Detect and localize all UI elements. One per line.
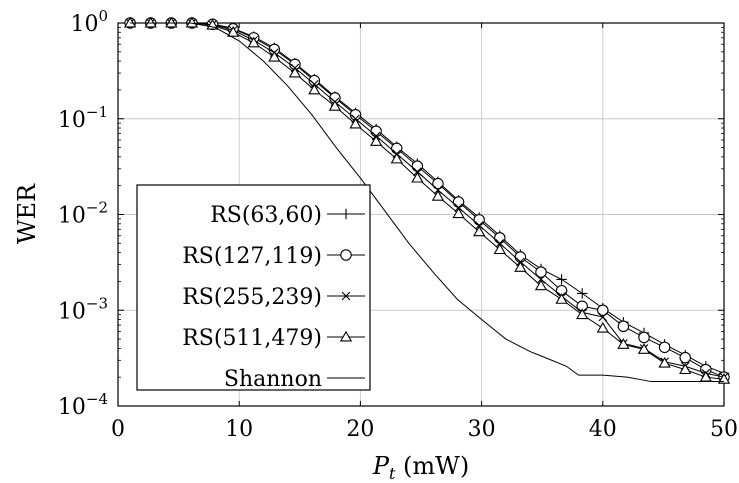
- y-tick-exponent: −2: [86, 199, 108, 217]
- triangle-marker: [411, 171, 424, 183]
- circle-marker: [535, 266, 547, 278]
- cross-marker: [598, 312, 608, 322]
- triangle-marker: [390, 152, 403, 164]
- circle-marker: [658, 341, 671, 354]
- plus-marker: [340, 208, 352, 220]
- series-group: [123, 16, 731, 384]
- x-tick-label: 0: [111, 417, 125, 442]
- circle-marker: [473, 214, 485, 226]
- y-tick-exponent: 0: [98, 7, 108, 25]
- cross-marker: [474, 221, 484, 230]
- legend-label: Shannon: [224, 367, 322, 392]
- series-line: [130, 22, 724, 383]
- triangle-marker: [308, 83, 321, 95]
- y-tick-label: 100: [70, 7, 108, 37]
- x-tick-label: 50: [710, 417, 738, 442]
- y-tick-base: 10: [58, 204, 86, 229]
- circle-marker: [411, 160, 424, 172]
- y-axis-label: WER: [13, 183, 41, 244]
- triangle-marker: [144, 16, 157, 28]
- legend-label: RS(127,119): [182, 244, 322, 269]
- triangle-marker: [576, 308, 589, 320]
- circle-marker: [391, 142, 403, 155]
- x-axis-ticks: 0 10 20 30 40 50: [111, 23, 738, 442]
- triangle-marker: [658, 356, 671, 368]
- circle-marker: [370, 125, 382, 138]
- triangle-marker: [514, 261, 527, 272]
- y-tick-label: 10−4: [58, 390, 108, 420]
- triangle-marker: [328, 99, 342, 111]
- x-axis-label-symbol: P: [372, 452, 390, 480]
- plus-marker: [556, 274, 567, 285]
- triangle-marker: [339, 330, 353, 342]
- circle-marker: [340, 249, 352, 261]
- series-rs-511-479-: [123, 16, 731, 384]
- triangle-marker: [617, 338, 630, 349]
- triangle-marker: [288, 66, 302, 78]
- legend-label: RS(511,479): [182, 326, 322, 351]
- triangle-marker: [534, 279, 548, 291]
- x-axis-label: Pt (mW): [372, 452, 469, 483]
- legend: RS(63,60) RS(127,119) RS(255,239) RS(511,47…: [136, 184, 371, 392]
- cross-marker: [413, 167, 422, 176]
- x-tick-label: 20: [346, 417, 374, 442]
- triangle-marker: [493, 243, 506, 255]
- triangle-marker: [349, 117, 362, 129]
- triangle-marker: [268, 50, 281, 62]
- circle-marker: [597, 304, 609, 316]
- x-tick-label: 10: [225, 417, 253, 442]
- y-tick-exponent: −4: [86, 390, 108, 408]
- y-tick-base: 10: [58, 108, 86, 133]
- triangle-marker: [452, 207, 465, 219]
- triangle-marker: [370, 135, 383, 146]
- y-tick-label: 10−2: [58, 199, 108, 229]
- legend-label: RS(255,239): [182, 285, 322, 310]
- circle-marker: [617, 320, 630, 333]
- x-tick-label: 30: [468, 417, 496, 442]
- triangle-marker: [431, 189, 445, 201]
- triangle-marker: [247, 36, 260, 48]
- triangle-marker: [226, 25, 240, 37]
- x-axis-label-subscript: t: [389, 464, 396, 483]
- x-axis-label-unit: (mW): [395, 452, 469, 480]
- y-tick-base: 10: [58, 395, 86, 420]
- series-shannon: [130, 22, 724, 383]
- triangle-marker: [596, 321, 609, 333]
- triangle-marker: [123, 16, 137, 28]
- plus-marker: [576, 288, 588, 299]
- circle-marker: [432, 177, 444, 190]
- triangle-marker: [473, 225, 486, 237]
- triangle-marker: [637, 343, 651, 354]
- circle-marker: [452, 196, 465, 208]
- cross-marker: [536, 275, 546, 284]
- triangle-marker: [717, 373, 731, 384]
- circle-marker: [679, 351, 691, 364]
- legend-box: [136, 184, 371, 391]
- y-tick-label: 10−1: [58, 103, 108, 133]
- triangle-marker: [165, 16, 178, 28]
- y-tick-base: 10: [58, 299, 86, 324]
- cross-marker: [341, 291, 351, 301]
- circle-marker: [514, 251, 527, 263]
- y-tick-base: 10: [70, 12, 98, 37]
- triangle-marker: [185, 16, 199, 28]
- legend-label: RS(63,60): [210, 203, 322, 228]
- y-tick-exponent: −1: [86, 103, 108, 121]
- circle-marker: [638, 331, 650, 344]
- triangle-marker: [679, 363, 692, 375]
- circle-marker: [494, 232, 506, 244]
- x-tick-label: 40: [589, 417, 617, 442]
- y-tick-exponent: −3: [86, 294, 108, 312]
- y-tick-label: 10−3: [58, 294, 108, 324]
- triangle-marker: [555, 293, 568, 304]
